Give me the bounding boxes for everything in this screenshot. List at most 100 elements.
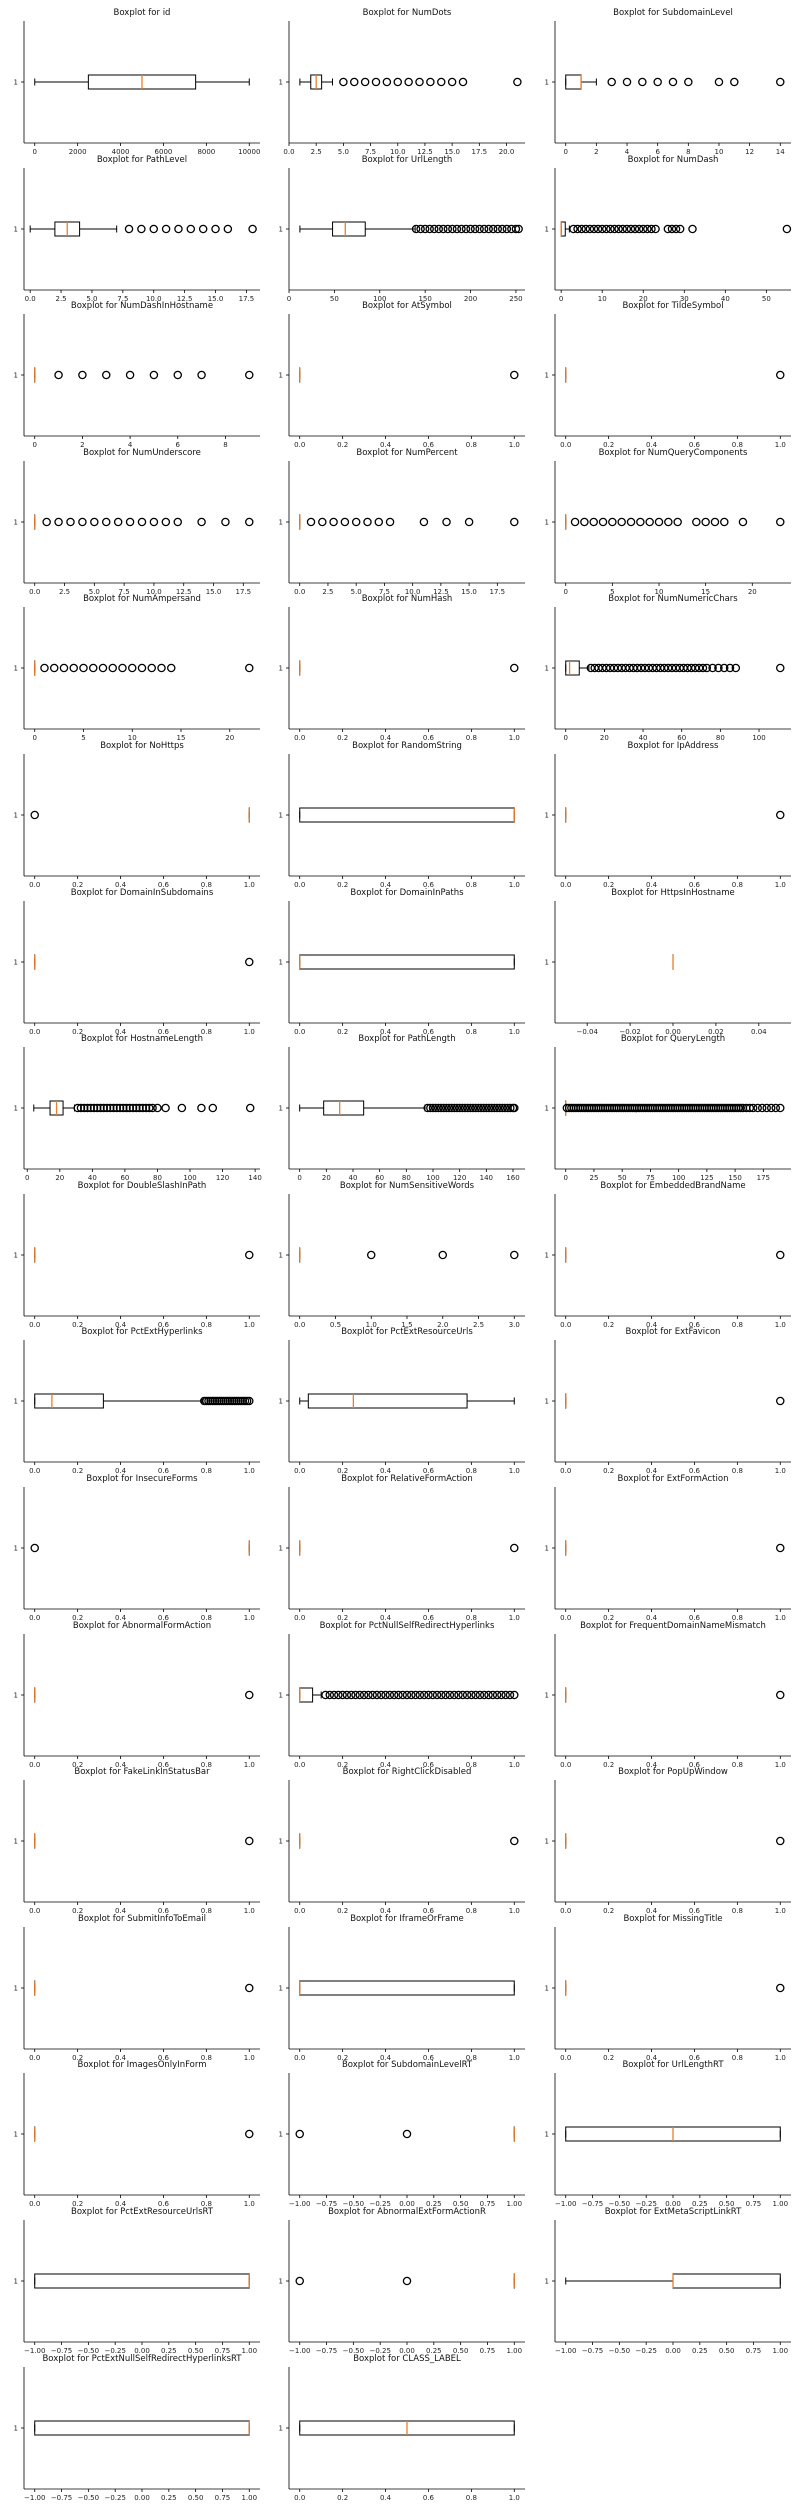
boxplot-svg: 1 0.0 0.2 0.4 0.6 0.8 1.0 [279, 607, 525, 742]
x-tick-label: 120 [453, 1174, 466, 1182]
chart-title: Boxplot for PctExtHyperlinks [81, 1327, 203, 1338]
x-tick-label: 12.5 [417, 148, 433, 156]
x-tick-label: 0.0 [294, 1907, 305, 1915]
outlier-point [167, 664, 176, 673]
outlier-point [407, 1690, 416, 1699]
outlier-point [464, 517, 474, 527]
y-tick-label: 1 [14, 2131, 18, 2139]
outlier-point [497, 1690, 506, 1699]
x-tick-label: 0.4 [646, 1467, 658, 1475]
outlier-point [730, 77, 739, 87]
y-tick-label: 1 [545, 2278, 549, 2286]
outlier-point [630, 224, 640, 233]
boxplot-svg: 10 5 10 15 20 [14, 607, 260, 742]
outlier-point [99, 1103, 109, 1113]
outlier-point [101, 370, 111, 380]
x-tick-label: 100 [672, 1174, 685, 1182]
boxplot-svg: 1 0.0 0.2 0.4 0.6 0.8 1.0 [545, 1780, 791, 1915]
x-tick-label: 2 [594, 148, 598, 156]
x-tick-label: −1.00 [555, 2347, 576, 2355]
boxplot-panel: Boxplot for RandomString 1 0.0 0.2 0.4 0.6 0.8… [265, 741, 531, 889]
x-tick-label: 0.75 [215, 2347, 231, 2355]
outlier-point [339, 77, 348, 87]
outlier-point [490, 1103, 499, 1113]
x-tick-label: 0.4 [380, 441, 392, 449]
x-tick-label: 0 [32, 148, 36, 156]
outlier-point [776, 1103, 785, 1113]
boxplot-svg: 1 0 2 4 6 8 [14, 314, 260, 449]
x-tick-label: 0.2 [603, 1761, 614, 1769]
y-tick-label: 1 [14, 225, 18, 233]
chart-title: Boxplot for SubdomainLevelRT [341, 2060, 473, 2071]
x-tick-label: 0.0 [294, 2054, 305, 2062]
x-tick-label: −0.75 [316, 2200, 337, 2208]
chart-title: Boxplot for UrlLengthRT [622, 2060, 724, 2071]
x-tick-label: 2.5 [59, 588, 70, 596]
x-tick-label: 125 [700, 1174, 713, 1182]
iqr-box [34, 2420, 250, 2436]
boxplot-panel: Boxplot for SubdomainLevelRT 1 −1.00 −0.75−… [265, 2060, 531, 2208]
x-tick-label: −0.50 [609, 2347, 630, 2355]
outlier-point [510, 1690, 519, 1699]
chart-title: Boxplot for NumDashInHostname [70, 301, 214, 312]
x-tick-label: 200 [464, 295, 477, 303]
x-tick-label: −0.50 [78, 2494, 99, 2502]
x-tick-label: 1.0 [775, 1907, 786, 1915]
outlier-point [411, 1690, 420, 1699]
boxplot-svg: 1 0.0 0.2 0.4 0.6 0.8 1.0 [14, 1487, 260, 1622]
outlier-point [577, 224, 586, 233]
x-tick-label: 10.0 [405, 588, 421, 596]
x-tick-label: 1.0 [775, 1614, 786, 1622]
chart-title: Boxplot for NumUnderscore [83, 447, 201, 458]
x-tick-label: 0.0 [29, 1761, 40, 1769]
x-tick-label: −0.75 [582, 2347, 603, 2355]
x-tick-label: 20 [322, 1174, 331, 1182]
outlier-point [404, 77, 413, 87]
outlier-point [634, 224, 644, 233]
outlier-point [776, 810, 785, 820]
outlier-point [428, 1690, 437, 1699]
y-tick-label: 1 [545, 812, 549, 820]
x-tick-label: 10 [598, 295, 607, 303]
boxplot-panel: Boxplot for NumDashInHostname 1 0 2 4 6 8 [0, 301, 266, 449]
x-tick-label: 6000 [155, 148, 173, 156]
x-tick-label: 0.4 [115, 2054, 127, 2062]
outlier-point [638, 224, 648, 233]
x-tick-label: 8 [686, 148, 690, 156]
x-tick-label: 12.5 [433, 588, 449, 596]
x-tick-label: 0.8 [732, 1321, 743, 1329]
x-tick-label: 40 [721, 295, 730, 303]
x-tick-label: 0.04 [751, 1028, 767, 1036]
x-tick-label: 0.8 [201, 1761, 212, 1769]
boxplot-svg: 1 0.0 0.5 1.0 1.5 2.0 2.5 3.0 [279, 1193, 525, 1329]
boxplot-svg: 1 0.0 0.2 0.4 0.6 0.8 1.0 [279, 1487, 525, 1622]
x-tick-label: 0.00 [134, 2494, 150, 2502]
outlier-point [186, 224, 196, 233]
chart-title: Boxplot for MissingTitle [623, 1913, 723, 1924]
boxplot-svg: 10.0 2.5 5.0 7.5 10.0 12.5 15.0 17.5 20.0 [279, 21, 525, 156]
x-tick-label: 2000 [69, 148, 87, 156]
x-tick-label: 0.0 [560, 1761, 571, 1769]
x-tick-label: 0.8 [201, 2200, 212, 2208]
outlier-point [340, 517, 350, 527]
x-tick-label: 0.4 [380, 734, 392, 742]
x-tick-label: 1.0 [509, 1907, 520, 1915]
outlier-point [626, 224, 636, 233]
outlier-point [402, 1690, 412, 1699]
iqr-box [34, 2273, 250, 2289]
boxplot-svg: 1 0.0 0.2 0.4 0.6 0.8 1.0 [14, 1780, 260, 1915]
x-tick-label: 0.6 [423, 734, 435, 742]
boxplot-panel: Boxplot for FrequentDomainNameMismatch 1 0… [531, 1621, 797, 1769]
y-tick-label: 1 [279, 79, 283, 87]
boxplot-panel: Boxplot for HttpsInHostname 1 −0.04 −0.02 0.… [531, 888, 797, 1036]
outlier-point [434, 224, 444, 233]
x-tick-label: 0.8 [732, 1761, 743, 1769]
x-tick-label: 10.0 [146, 295, 162, 303]
boxplot-svg: 1 −1.00 −0.75 −0.50 −0.25 0.00 0.25 0.50 0.75 1.0… [279, 2220, 525, 2355]
outlier-point [368, 1690, 377, 1699]
x-tick-label: 1.00 [506, 2200, 522, 2208]
outlier-point [589, 517, 598, 527]
outlier-point [385, 517, 395, 527]
x-tick-label: 5 [610, 588, 614, 596]
boxplot-panel: Boxplot for ExtMetaScriptLinkRT 1 −1.00 −0.… [531, 2207, 797, 2355]
